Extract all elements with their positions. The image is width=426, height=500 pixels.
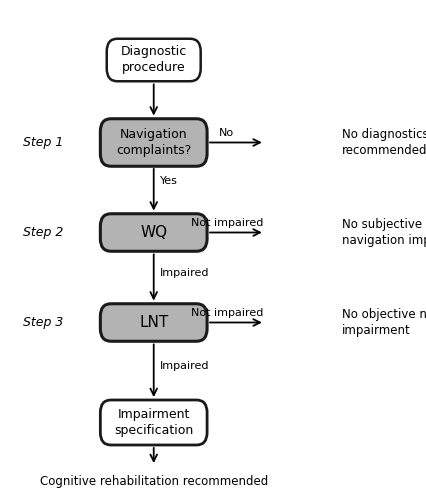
Text: LNT: LNT bbox=[139, 315, 168, 330]
Text: Not impaired: Not impaired bbox=[191, 308, 263, 318]
Text: WQ: WQ bbox=[140, 225, 167, 240]
Text: No: No bbox=[218, 128, 233, 138]
Text: Not impaired: Not impaired bbox=[191, 218, 263, 228]
Text: No subjective
navigation impairment: No subjective navigation impairment bbox=[341, 218, 426, 247]
Text: No objective navigation
impairment: No objective navigation impairment bbox=[341, 308, 426, 337]
FancyBboxPatch shape bbox=[100, 400, 207, 445]
Text: Yes: Yes bbox=[160, 176, 178, 186]
FancyBboxPatch shape bbox=[100, 304, 207, 341]
Text: Impaired: Impaired bbox=[160, 361, 209, 371]
FancyBboxPatch shape bbox=[106, 39, 200, 81]
Text: Diagnostic
procedure: Diagnostic procedure bbox=[120, 46, 187, 74]
Text: Cognitive rehabilitation recommended: Cognitive rehabilitation recommended bbox=[40, 474, 267, 488]
FancyBboxPatch shape bbox=[100, 118, 207, 166]
Text: Navigation
complaints?: Navigation complaints? bbox=[116, 128, 191, 157]
Text: Step 3: Step 3 bbox=[23, 316, 64, 329]
Text: Step 2: Step 2 bbox=[23, 226, 64, 239]
Text: No diagnostics
recommended: No diagnostics recommended bbox=[341, 128, 426, 157]
Text: Impaired: Impaired bbox=[160, 268, 209, 278]
FancyBboxPatch shape bbox=[100, 214, 207, 251]
Text: Impairment
specification: Impairment specification bbox=[114, 408, 193, 437]
Text: Step 1: Step 1 bbox=[23, 136, 64, 149]
